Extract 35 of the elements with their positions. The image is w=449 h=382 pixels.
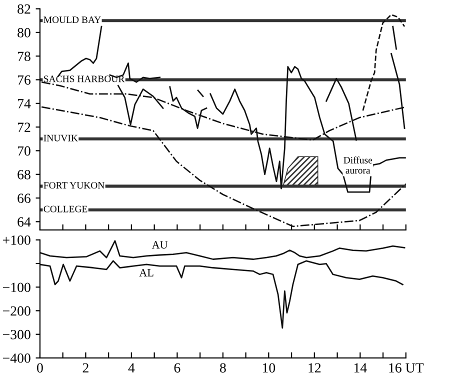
y-tick-label: 70 [18,146,30,156]
x-tick-label: 8 [220,363,226,373]
y-tick-label: 80 [18,28,30,38]
y-tick-label: 76 [18,75,31,85]
y-tick-label: 68 [18,170,30,180]
ref-line-label: COLLEGE [44,206,88,212]
x-tick-label: 10 [262,363,276,373]
line-series [58,26,102,77]
x-tick-label: 4 [128,363,135,372]
series-label: AL [139,268,154,276]
ref-line-label: MOULD BAY [44,16,101,24]
x-tick-label: 6 [174,363,180,373]
x-tick-label: 14 [354,363,367,372]
ref-line-label: SACHS HARBOUR [44,76,125,82]
y-tick-label: 64 [18,217,31,227]
y-tick-label: −100 [2,282,30,292]
y-tick-label: −300 [2,330,30,340]
annotation: Diffuse aurora [344,156,372,174]
x-tick-label: 0 [37,363,43,373]
y-tick-label: −200 [2,306,30,316]
y-tick-label: 74 [18,99,31,108]
ref-line-label: INUVIK [44,134,78,142]
y-tick-label: +100 [2,235,30,245]
ref-line-label: FORT YUKON [44,182,104,189]
y-tick-label: −400 [2,354,30,363]
x-tick-label: 12 [308,363,321,372]
x-tick-label: 2 [82,363,88,372]
y-tick-label: 72 [18,122,30,132]
y-tick-label: 82 [18,4,30,14]
y-tick-label: 78 [18,52,30,62]
series-label: AU [152,241,168,249]
x-tick-label: 16 UT [389,363,424,373]
y-tick-label: 66 [18,194,31,203]
line-series [169,86,208,129]
line-series [362,14,406,112]
